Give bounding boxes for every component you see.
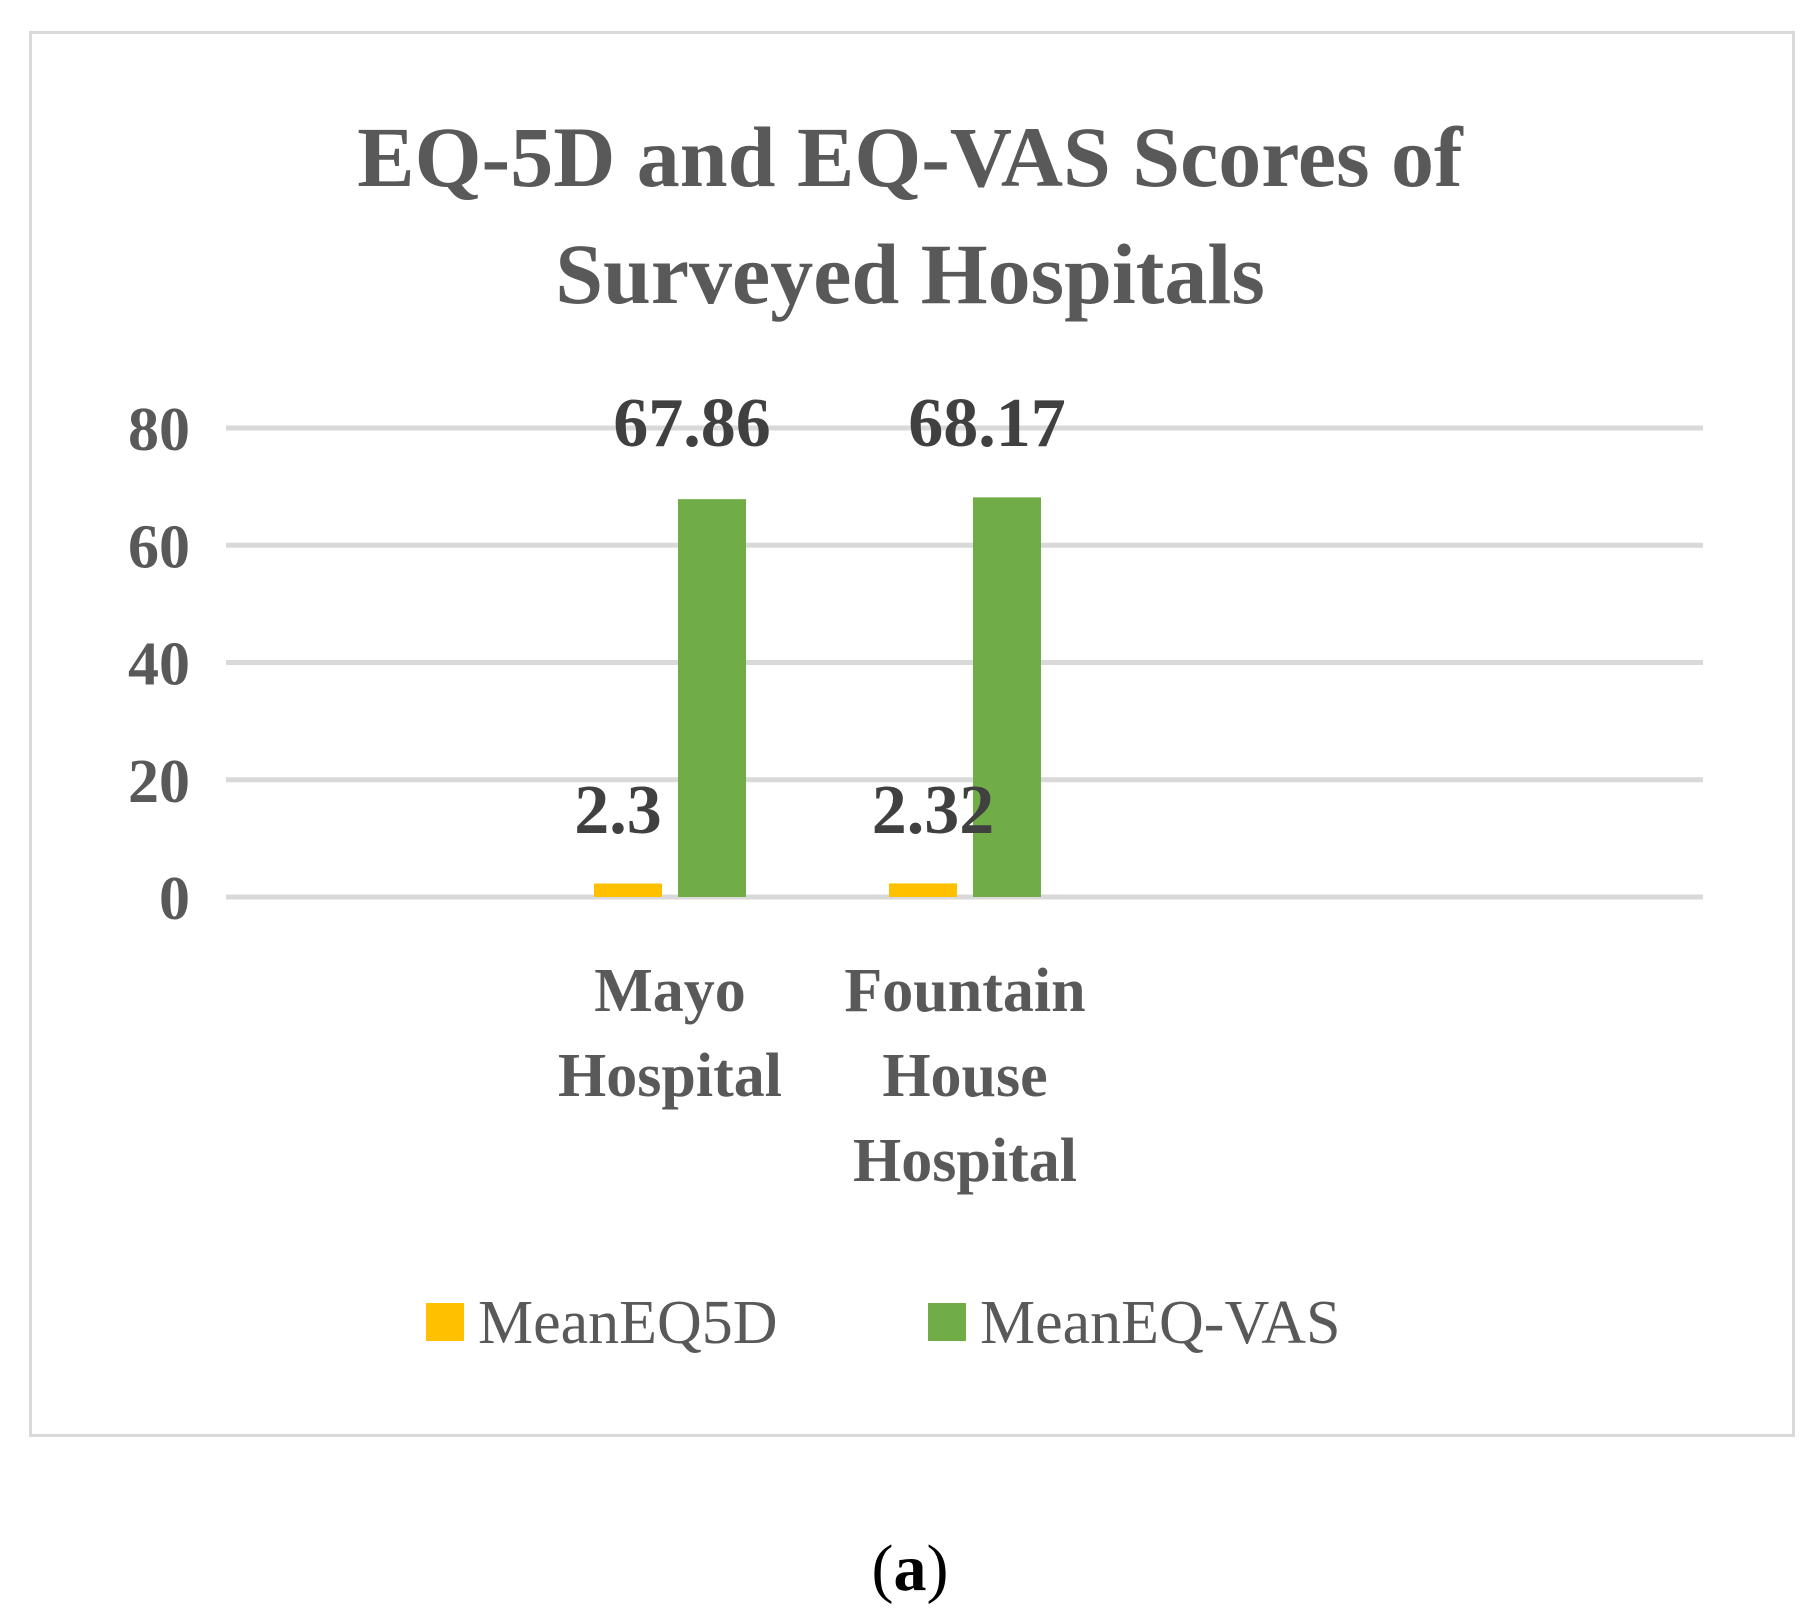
y-tick-label: 0 [159,865,190,933]
y-tick-label: 20 [128,748,190,816]
caption-close-paren: ) [927,1532,949,1605]
data-label: 68.17 [908,385,1066,462]
data-labels: 2.3 67.86 2.32 68.17 [574,385,1066,849]
x-category-label: Hospital [853,1127,1077,1195]
y-tick-label: 60 [128,513,190,581]
data-label: 2.32 [872,772,995,849]
caption-letter: a [894,1532,927,1605]
chart-title: EQ-5D and EQ-VAS Scores of Surveyed Hosp… [357,109,1464,322]
y-axis-ticks: 0 20 40 60 80 [128,396,190,933]
x-category-label: Fountain [844,957,1085,1025]
legend-swatch [426,1303,464,1341]
chart-title-line-1: EQ-5D and EQ-VAS Scores of [357,109,1464,205]
bar [973,497,1041,897]
figure-caption: (a) [872,1532,949,1605]
data-label: 2.3 [574,772,662,849]
caption-open-paren: ( [872,1532,894,1605]
x-category-label: Hospital [558,1042,782,1110]
y-tick-label: 40 [128,631,190,699]
x-category-label: Mayo [594,957,746,1025]
data-label: 67.86 [613,385,771,462]
bar [678,499,746,897]
legend-swatch [928,1303,966,1341]
legend: MeanEQ5D MeanEQ-VAS [426,1289,1341,1357]
chart-frame [29,31,1795,1437]
x-category-label: House [882,1042,1047,1110]
legend-label: MeanEQ5D [478,1289,778,1357]
chart-title-line-2: Surveyed Hospitals [555,226,1265,322]
bars [594,497,1041,897]
gridlines [226,425,1703,900]
y-tick-label: 80 [128,396,190,464]
legend-label: MeanEQ-VAS [980,1289,1341,1357]
bar [889,883,957,897]
x-axis-categories: Mayo Hospital Fountain House Hospital [558,957,1086,1195]
bar [594,883,662,897]
